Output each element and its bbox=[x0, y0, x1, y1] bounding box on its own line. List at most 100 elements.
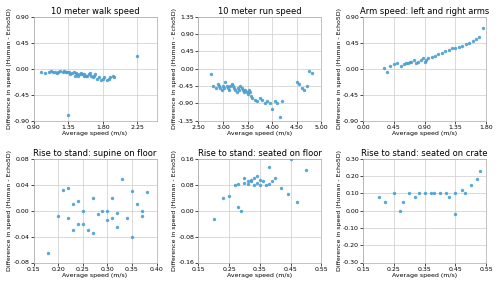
Point bbox=[264, 99, 272, 104]
Point bbox=[422, 58, 430, 62]
X-axis label: Average speed (m/s): Average speed (m/s) bbox=[62, 131, 128, 136]
Point bbox=[256, 95, 264, 100]
Point bbox=[82, 73, 90, 78]
Point bbox=[296, 82, 304, 86]
Point bbox=[476, 35, 484, 39]
Point bbox=[234, 87, 242, 92]
Point bbox=[250, 182, 258, 187]
Point bbox=[106, 75, 114, 80]
Point bbox=[293, 200, 301, 205]
Point bbox=[74, 199, 82, 204]
Point bbox=[400, 62, 408, 66]
Point bbox=[77, 71, 85, 76]
Point bbox=[406, 191, 413, 196]
Point bbox=[72, 71, 80, 76]
Point bbox=[88, 195, 96, 200]
Point bbox=[460, 191, 468, 196]
Point bbox=[225, 194, 233, 198]
Y-axis label: Difference in speed (Human - Echo5D): Difference in speed (Human - Echo5D) bbox=[336, 8, 342, 129]
Point bbox=[138, 213, 146, 218]
Point bbox=[64, 216, 72, 221]
Point bbox=[430, 191, 438, 196]
Point bbox=[71, 73, 79, 78]
Point bbox=[406, 60, 413, 64]
Point bbox=[396, 64, 404, 68]
Point bbox=[100, 75, 108, 80]
Point bbox=[308, 70, 316, 75]
Point bbox=[394, 61, 402, 65]
Point bbox=[446, 194, 454, 199]
Point bbox=[143, 190, 151, 195]
Point bbox=[88, 75, 96, 80]
Point bbox=[78, 72, 86, 77]
Point bbox=[412, 61, 420, 65]
Point bbox=[270, 99, 278, 104]
Point bbox=[428, 55, 436, 60]
Point bbox=[95, 75, 103, 80]
Point bbox=[219, 195, 227, 200]
Point bbox=[479, 26, 487, 30]
Point bbox=[64, 186, 72, 191]
Point bbox=[258, 97, 266, 102]
Point bbox=[234, 86, 241, 90]
Point bbox=[214, 82, 222, 86]
Point bbox=[284, 192, 292, 197]
Point bbox=[272, 176, 280, 180]
Y-axis label: Difference in speed (Human - Echo5D): Difference in speed (Human - Echo5D) bbox=[7, 8, 12, 129]
Point bbox=[434, 52, 442, 56]
Point bbox=[110, 75, 118, 80]
Point bbox=[444, 48, 452, 52]
Point bbox=[273, 101, 281, 106]
Title: Rise to stand: seated on floor: Rise to stand: seated on floor bbox=[198, 149, 322, 158]
Point bbox=[238, 87, 246, 92]
Point bbox=[37, 69, 45, 74]
Point bbox=[68, 71, 76, 76]
Point bbox=[66, 72, 74, 77]
Point bbox=[448, 46, 456, 51]
Point bbox=[438, 50, 446, 55]
Point bbox=[109, 73, 117, 78]
Point bbox=[265, 164, 273, 169]
Title: Arm speed: left and right arms: Arm speed: left and right arms bbox=[360, 7, 490, 16]
Y-axis label: Difference in speed (Human - Echo5D): Difference in speed (Human - Echo5D) bbox=[7, 150, 12, 271]
Point bbox=[70, 70, 78, 74]
Point bbox=[113, 211, 121, 215]
X-axis label: Average speed (m/s): Average speed (m/s) bbox=[228, 273, 292, 278]
Point bbox=[236, 84, 244, 88]
Point bbox=[465, 40, 473, 45]
Point bbox=[286, 156, 294, 161]
Point bbox=[220, 86, 228, 90]
Point bbox=[254, 99, 262, 104]
Point bbox=[390, 191, 398, 196]
Point bbox=[231, 182, 239, 187]
Point bbox=[105, 77, 113, 82]
Point bbox=[396, 208, 404, 213]
Point bbox=[104, 218, 112, 223]
Point bbox=[91, 72, 99, 77]
Point bbox=[293, 80, 301, 84]
Point bbox=[436, 191, 444, 196]
Point bbox=[104, 208, 112, 213]
Y-axis label: Difference in speed (Human - Echo5D): Difference in speed (Human - Echo5D) bbox=[336, 150, 342, 271]
Point bbox=[278, 186, 285, 190]
Point bbox=[64, 69, 72, 74]
Point bbox=[407, 60, 415, 64]
Point bbox=[427, 191, 435, 196]
Point bbox=[210, 216, 218, 221]
Point bbox=[224, 86, 232, 90]
Title: 10 meter run speed: 10 meter run speed bbox=[218, 7, 302, 16]
Point bbox=[420, 60, 428, 64]
Point bbox=[268, 179, 276, 184]
Point bbox=[431, 54, 439, 58]
Point bbox=[278, 99, 286, 104]
Point bbox=[113, 225, 121, 229]
Point bbox=[41, 71, 49, 76]
Point bbox=[234, 182, 242, 186]
Point bbox=[414, 60, 422, 64]
Point bbox=[458, 43, 466, 48]
Point bbox=[48, 70, 56, 74]
Point bbox=[218, 87, 226, 92]
Point bbox=[442, 191, 450, 196]
Point bbox=[262, 182, 270, 187]
Point bbox=[51, 69, 59, 74]
